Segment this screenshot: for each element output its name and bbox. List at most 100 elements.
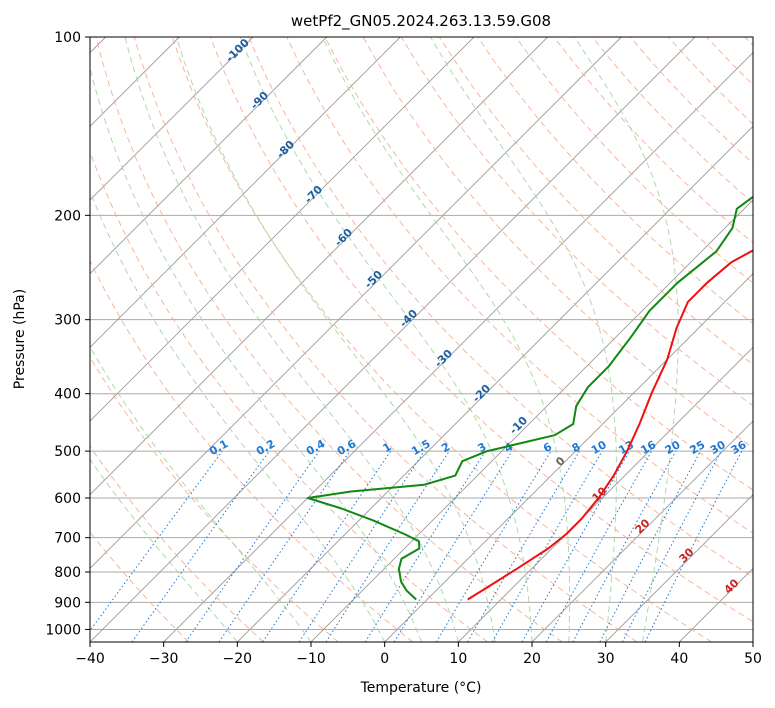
y-tick-label: 900	[54, 595, 81, 611]
moist-adiabat	[430, 37, 617, 642]
mixing-ratio-label: 10	[589, 438, 609, 457]
dry-adiabat	[90, 531, 190, 642]
mixing-ratio-label: 8	[570, 440, 583, 455]
isotherm-line	[679, 567, 753, 642]
mixing-ratio-line	[325, 450, 450, 642]
isotherm-label: -20	[470, 382, 493, 405]
moist-adiabat	[175, 37, 496, 642]
temperature-profile	[467, 249, 753, 601]
moist-adiabat	[90, 345, 312, 642]
x-tick-label: −30	[149, 651, 179, 667]
x-tick-label: 0	[380, 651, 389, 667]
isotherm-label: -70	[302, 183, 325, 206]
dry-adiabat	[248, 37, 753, 578]
x-axis: −40 −30 −20 −10 0 10 20 30 40 50	[75, 642, 762, 667]
mixing-ratio-line	[131, 450, 270, 642]
plot-frame	[89, 36, 754, 643]
y-axis-label: Pressure (hPa)	[12, 289, 28, 389]
isotherm-line	[531, 420, 753, 642]
x-tick-label: 40	[670, 651, 688, 667]
mixing-ratio-line	[572, 450, 677, 642]
isotherm-label: 40	[722, 576, 742, 596]
mixing-ratio-line	[393, 450, 513, 642]
dry-adiabat	[324, 37, 753, 491]
isotherm-line	[90, 37, 696, 642]
dry-adiabat	[744, 37, 753, 47]
x-tick-label: −40	[75, 651, 105, 667]
isotherm-line	[90, 37, 622, 569]
moist-adiabat	[90, 65, 422, 642]
mixing-ratio-line	[364, 450, 486, 642]
mixing-ratio-label: 0.2	[254, 437, 277, 458]
isotherm-label: -50	[362, 268, 385, 291]
isotherm-line	[90, 37, 475, 422]
y-tick-label: 300	[54, 313, 81, 329]
x-tick-label: −20	[223, 651, 253, 667]
isotherm-label: -100	[223, 36, 252, 65]
isotherm-line	[752, 641, 753, 642]
x-tick-label: 10	[449, 651, 467, 667]
isotherm-line	[90, 37, 254, 201]
y-tick-label: 400	[54, 387, 81, 403]
mixing-ratio-line	[185, 450, 320, 642]
isotherm-label: -60	[332, 226, 355, 249]
isotherm-line	[458, 346, 753, 642]
y-tick-label: 200	[54, 208, 81, 224]
isotherm-label: -80	[274, 138, 297, 161]
isotherm-line	[237, 125, 753, 642]
moist-adiabat	[90, 458, 238, 642]
mixing-ratio-label: 30	[708, 438, 728, 457]
moist-adiabat	[574, 37, 679, 642]
mixing-ratio-label: 1.5	[409, 437, 432, 458]
y-tick-label: 500	[54, 444, 81, 460]
mixing-ratio-line	[90, 450, 223, 632]
isotherm-line	[384, 273, 753, 642]
mixing-ratio-label: 25	[688, 438, 708, 457]
mixing-ratio-label: 6	[541, 440, 554, 455]
dry-adiabat	[90, 259, 414, 642]
mixing-ratio-line	[218, 450, 351, 642]
dewpoint-profile	[306, 195, 753, 601]
dry-adiabat	[90, 445, 264, 642]
y-tick-label: 1000	[45, 622, 81, 638]
dry-adiabat	[133, 37, 638, 642]
y-tick-label: 100	[54, 30, 81, 46]
mixing-ratio-label: 0.1	[207, 437, 230, 458]
mixing-ratio-label: 16	[639, 438, 659, 457]
x-tick-label: 30	[597, 651, 615, 667]
moist-adiabat	[124, 37, 459, 642]
y-tick-label: 600	[54, 491, 81, 507]
isotherm-label: 20	[633, 516, 653, 536]
dry-adiabat	[90, 356, 339, 642]
isotherm-line	[163, 52, 753, 642]
x-tick-label: −10	[296, 651, 326, 667]
y-tick-label: 700	[54, 531, 81, 547]
isotherm-line	[605, 494, 753, 642]
dry-adiabat	[706, 37, 753, 86]
mixing-ratio-line	[467, 450, 580, 642]
mixing-ratio-label: 2	[439, 440, 452, 455]
dry-adiabat	[210, 37, 753, 623]
moist-adiabat	[322, 37, 571, 642]
mixing-ratio-label: 20	[663, 438, 683, 457]
dry-adiabat	[553, 37, 753, 244]
mixing-ratio-label: 0.6	[335, 437, 359, 458]
isotherm-label: -10	[507, 414, 530, 437]
mixing-ratio-line	[435, 450, 552, 642]
isotherm-label: -40	[397, 307, 420, 330]
mixing-ratio-line	[644, 450, 743, 642]
x-tick-label: 50	[744, 651, 762, 667]
x-tick-label: 20	[523, 651, 541, 667]
y-tick-label: 800	[54, 565, 81, 581]
dry-adiabat	[95, 37, 563, 642]
dry-adiabat	[286, 37, 753, 534]
isotherm-line	[90, 37, 327, 275]
isotherm-line	[90, 37, 401, 348]
isotherm-label: -90	[248, 89, 271, 112]
mixing-ratio-line	[262, 450, 392, 642]
mixing-ratio-label: 36	[729, 438, 749, 457]
y-axis: 100 200 300 400 500 600 700 800 900 1000	[45, 30, 90, 638]
chart-title: wetPf2_GN05.2024.263.13.59.G08	[291, 12, 551, 31]
